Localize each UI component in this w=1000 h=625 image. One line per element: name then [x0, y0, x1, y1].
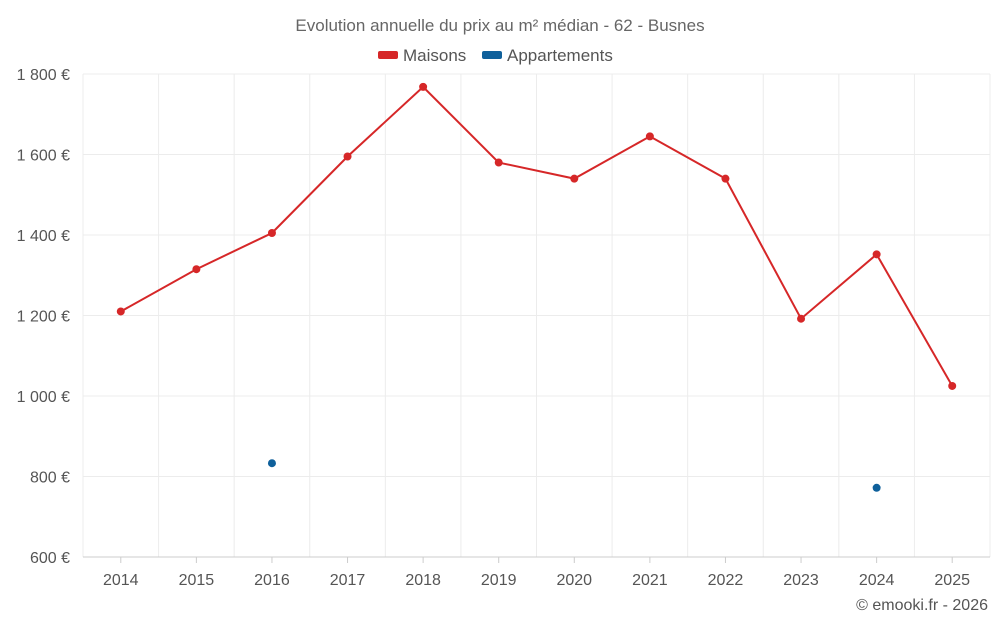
data-point-maisons[interactable] — [192, 265, 201, 274]
axes: 600 € 800 € 1 000 € 1 200 € 1 400 € 1 600 € 1 … — [17, 67, 990, 589]
y-tick-label: 1 400 € — [17, 228, 70, 245]
data-point-appartements[interactable] — [267, 459, 276, 468]
x-tick-label: 2014 — [103, 572, 139, 589]
legend-swatch-maisons — [378, 51, 398, 59]
legend-swatch-appartements — [482, 51, 502, 59]
credit-text: © emooki.fr - 2026 — [856, 597, 988, 614]
legend: Maisons Appartements — [378, 46, 613, 65]
data-point-maisons[interactable] — [645, 132, 654, 141]
x-tick-label: 2017 — [330, 572, 366, 589]
data-point-maisons[interactable] — [948, 381, 957, 390]
x-tick-label: 2020 — [556, 572, 592, 589]
x-tick-label: 2025 — [934, 572, 970, 589]
y-tick-label: 1 000 € — [17, 389, 70, 406]
x-tick-label: 2022 — [708, 572, 744, 589]
data-point-maisons[interactable] — [570, 174, 579, 183]
legend-item-maisons[interactable]: Maisons — [378, 46, 466, 65]
data-point-maisons[interactable] — [797, 314, 806, 323]
x-tick-label: 2019 — [481, 572, 517, 589]
data-point-maisons[interactable] — [116, 307, 125, 316]
data-point-maisons[interactable] — [419, 82, 428, 91]
legend-label-maisons: Maisons — [403, 46, 466, 65]
y-tick-label: 800 € — [30, 470, 70, 487]
y-tick-label: 1 600 € — [17, 148, 70, 165]
data-point-maisons[interactable] — [343, 152, 352, 161]
data-point-maisons[interactable] — [494, 158, 503, 167]
x-tick-label: 2018 — [405, 572, 441, 589]
x-tick-label: 2024 — [859, 572, 895, 589]
x-tick-label: 2021 — [632, 572, 668, 589]
data-point-appartements[interactable] — [872, 483, 881, 492]
legend-item-appartements[interactable]: Appartements — [482, 46, 613, 65]
data-point-maisons[interactable] — [721, 174, 730, 183]
series-line-maisons — [120, 85, 954, 387]
grid — [82, 73, 991, 558]
y-tick-label: 1 200 € — [17, 309, 70, 326]
x-tick-label: 2016 — [254, 572, 290, 589]
y-tick-label: 600 € — [30, 550, 70, 567]
y-tick-label: 1 800 € — [17, 67, 70, 84]
data-point-maisons[interactable] — [872, 250, 881, 259]
data-point-maisons[interactable] — [267, 228, 276, 237]
x-tick-label: 2015 — [179, 572, 215, 589]
x-tick-label: 2023 — [783, 572, 819, 589]
series — [116, 82, 957, 492]
chart-title: Evolution annuelle du prix au m² médian … — [295, 16, 704, 35]
legend-label-appartements: Appartements — [507, 46, 613, 65]
